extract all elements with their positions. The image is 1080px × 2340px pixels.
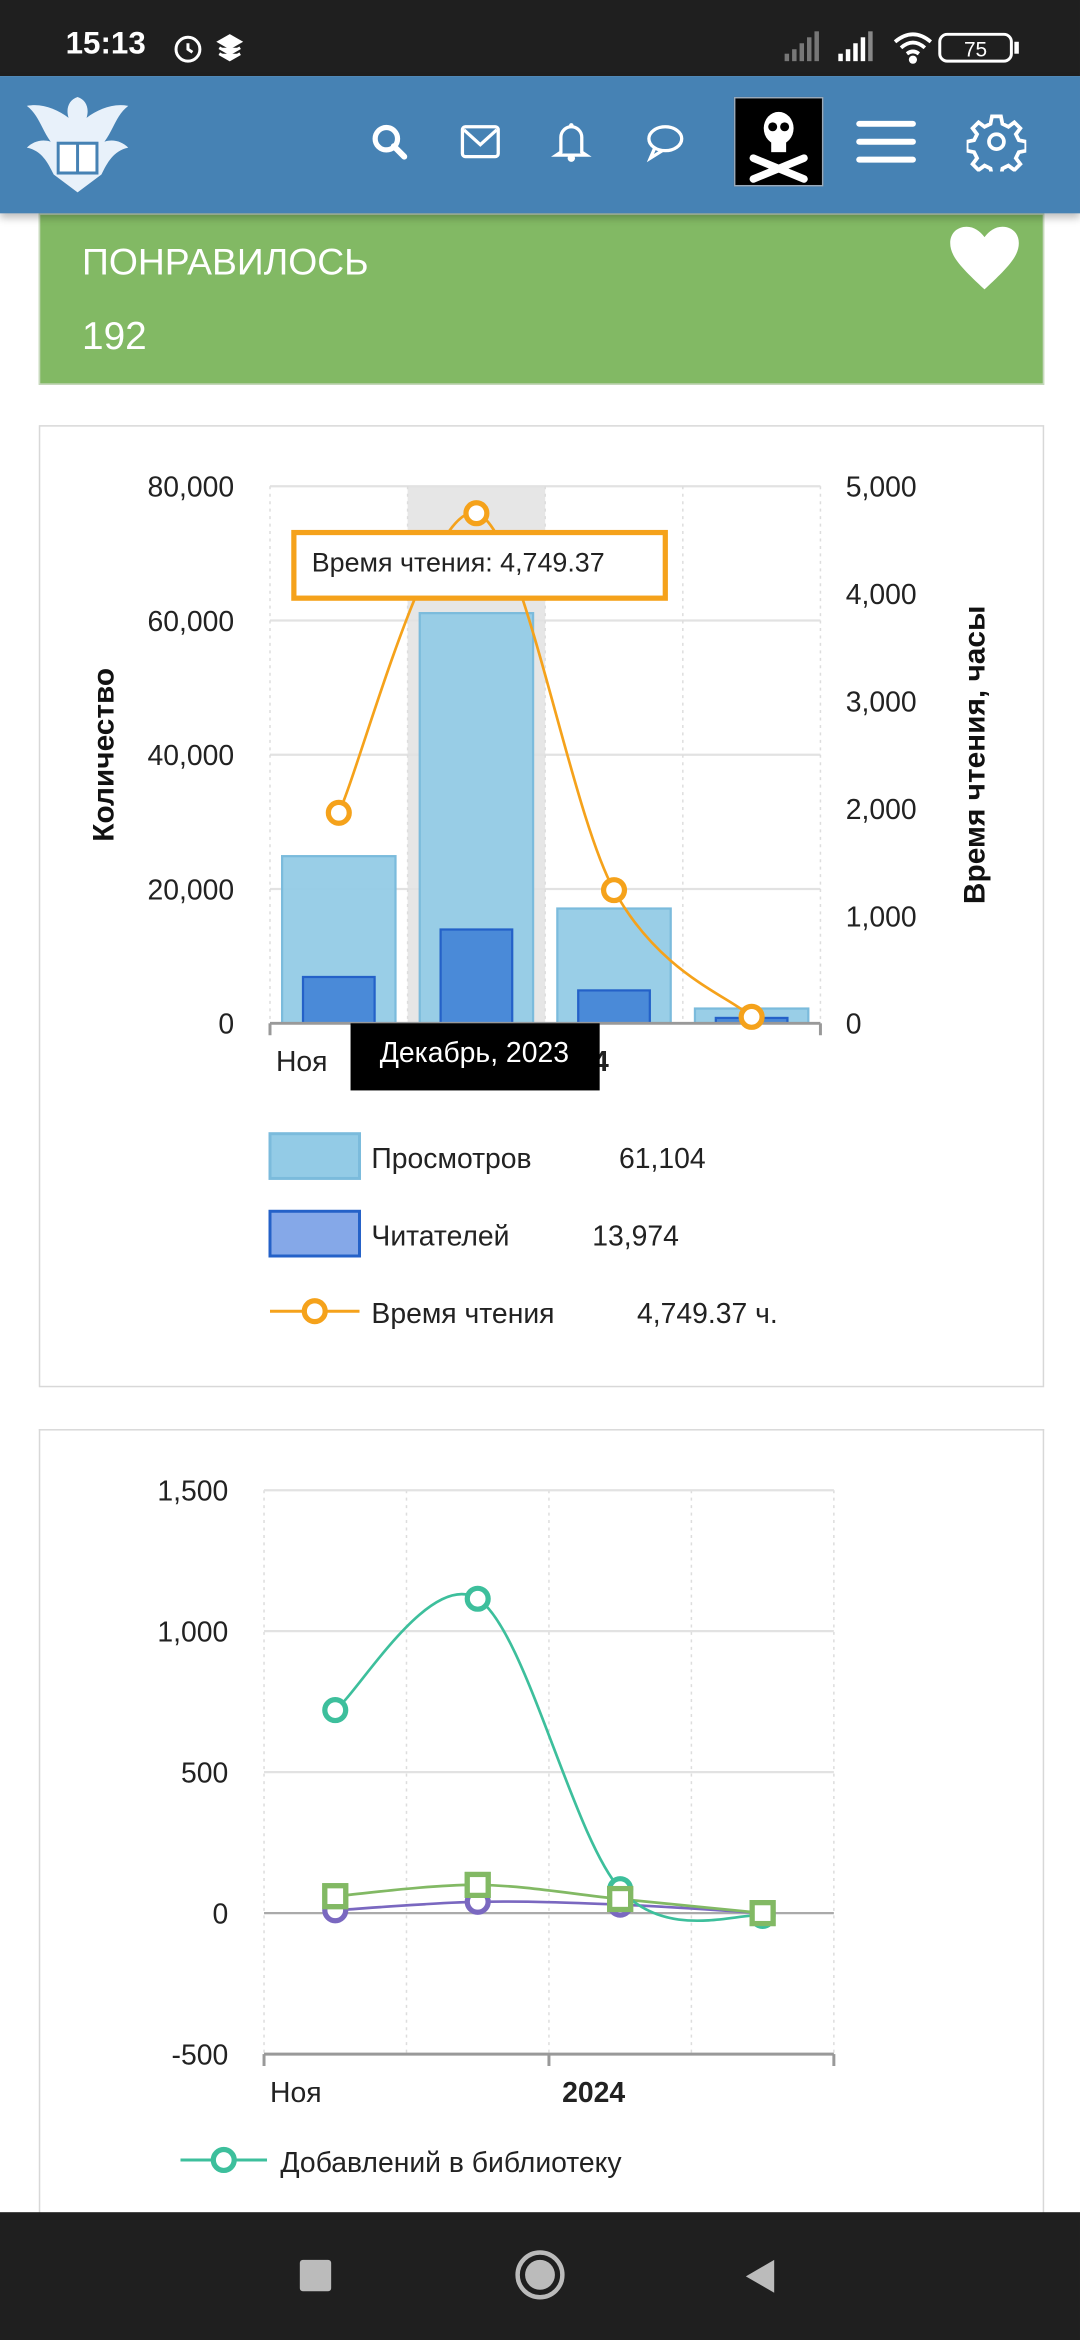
menu-button[interactable] — [853, 118, 919, 166]
views-readers-chart: 0 20,000 40,000 60,000 80,000 0 1,000 2,000 3,00… — [87, 472, 992, 1330]
y-tick-label: 60,000 — [148, 606, 235, 638]
settings-button[interactable] — [964, 112, 1029, 178]
library-chart: -500 0 500 1,000 1,500 Ноя 2024 Добавлений в би… — [157, 1476, 836, 2179]
series-point — [464, 1871, 491, 1898]
battery-level: 75 — [964, 39, 987, 62]
legend-value: 13,974 — [592, 1221, 679, 1253]
x-tick-label: Ноя — [276, 1046, 328, 1078]
crosshair-label: Декабрь, 2023 — [380, 1037, 569, 1069]
legend-swatch-views — [268, 1132, 361, 1180]
signal-icons: 75 — [784, 31, 1019, 64]
readers-bar — [439, 928, 514, 1025]
y-tick-label: 80,000 — [148, 472, 235, 504]
y-right-tick-label: 0 — [846, 1009, 862, 1041]
search-icon — [372, 124, 408, 160]
y-right-tick-label: 5,000 — [846, 472, 917, 504]
series-line — [335, 1900, 763, 1915]
mail-icon — [460, 125, 500, 159]
y-tick-label: 20,000 — [148, 874, 235, 906]
series-point — [322, 1883, 349, 1910]
legend-value: 61,104 — [619, 1143, 706, 1175]
home-circle-icon[interactable] — [513, 2248, 567, 2302]
series-point — [749, 1900, 776, 1927]
y-tick-label: 500 — [181, 1758, 228, 1790]
y-tick-label: 40,000 — [148, 740, 235, 772]
y-tick-label: -500 — [172, 2040, 229, 2072]
signal-icon — [838, 31, 873, 62]
recents-square-icon[interactable] — [299, 2259, 332, 2292]
tooltip-text: Время чтения: 4,749.37 — [312, 547, 605, 577]
gear-icon — [964, 114, 1029, 178]
legend-value: 4,749.37 ч. — [637, 1298, 778, 1330]
wifi-icon — [893, 32, 933, 64]
y-axis-title: Количество — [87, 668, 120, 842]
chat-button[interactable] — [637, 115, 691, 169]
readers-bar — [577, 989, 651, 1025]
series-point — [607, 1885, 634, 1913]
layers-icon — [216, 34, 244, 62]
avatar[interactable] — [733, 96, 824, 187]
bell-icon — [550, 123, 592, 162]
y-right-axis-title: Время чтения, часы — [959, 606, 992, 905]
y-tick-label: 0 — [212, 1899, 228, 1931]
likes-card: ПОНРАВИЛОСЬ 192 — [38, 213, 1045, 385]
status-bar: 15:13 75 — [0, 0, 1080, 77]
x-tick-label: Ноя — [270, 2077, 322, 2109]
navigation-bar — [0, 2212, 1080, 2340]
series-point — [322, 1697, 349, 1724]
y-right-tick-label: 2,000 — [846, 794, 917, 826]
app-header — [0, 76, 1080, 214]
menu-icon — [856, 120, 916, 163]
reading-time-point — [600, 877, 628, 904]
reading-time-point — [463, 500, 490, 527]
library-chart-card: -500 0 500 1,000 1,500 Ноя 2024 Добавлений в би… — [38, 1429, 1045, 2222]
series-line — [335, 1883, 763, 1915]
y-right-tick-label: 3,000 — [846, 687, 917, 719]
x-tick-label: 2024 — [562, 2077, 625, 2109]
legend-label: Добавлений в библиотеку — [280, 2147, 622, 2179]
series-point — [464, 1585, 491, 1612]
likes-count: 192 — [82, 313, 147, 359]
readers-bar — [301, 975, 376, 1025]
y-tick-label: 1,500 — [157, 1476, 228, 1508]
y-right-tick-label: 1,000 — [846, 901, 917, 933]
back-triangle-icon[interactable] — [741, 2257, 780, 2296]
reading-time-point — [325, 799, 352, 826]
legend-marker — [210, 2146, 237, 2174]
reading-time-line — [337, 511, 753, 1018]
legend-marker — [301, 1298, 328, 1325]
y-tick-label: 0 — [218, 1009, 234, 1041]
legend-label: Просмотров — [371, 1143, 531, 1175]
alarm-icon — [174, 34, 244, 63]
heart-icon — [950, 226, 1019, 290]
signal-icon — [784, 31, 819, 62]
legend-label: Время чтения — [371, 1298, 554, 1330]
tooltip-box — [291, 529, 668, 601]
jolly-roger-icon — [749, 111, 808, 183]
battery-icon — [938, 32, 1013, 63]
likes-label: ПОНРАВИЛОСЬ — [82, 241, 369, 284]
legend-label: Читателей — [371, 1221, 509, 1253]
notifications-button[interactable] — [544, 115, 598, 169]
y-tick-label: 1,000 — [157, 1617, 228, 1649]
logo-icon[interactable] — [21, 91, 134, 198]
crosshair-label-box — [350, 1023, 600, 1091]
stats-chart-card: 0 20,000 40,000 60,000 80,000 0 1,000 2,000 3,00… — [38, 425, 1045, 1388]
y-right-tick-label: 4,000 — [846, 579, 917, 611]
chat-icon — [646, 125, 684, 163]
search-button[interactable] — [362, 115, 416, 169]
reading-time-point — [738, 1003, 765, 1030]
mail-button[interactable] — [453, 115, 507, 169]
legend-swatch-readers — [268, 1209, 361, 1258]
status-time: 15:13 — [65, 26, 146, 62]
series-line — [334, 1592, 763, 1923]
